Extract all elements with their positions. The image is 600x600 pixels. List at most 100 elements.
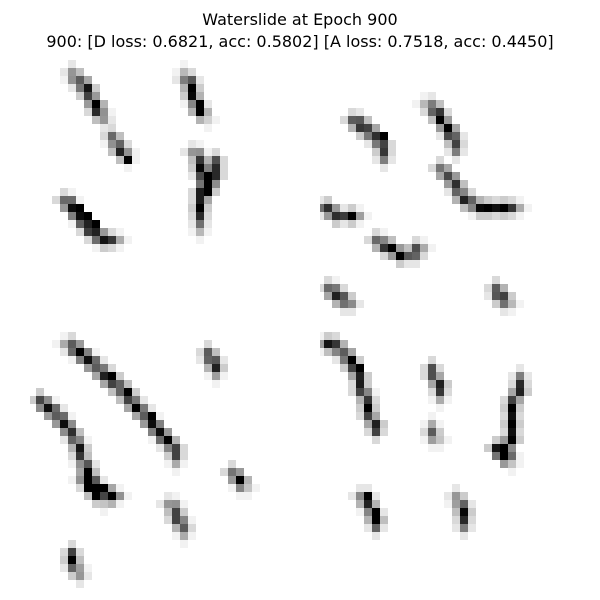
stroke-pixel xyxy=(348,108,356,116)
stroke-pixel xyxy=(220,468,228,476)
stroke-pixel xyxy=(76,564,84,572)
stroke-pixel xyxy=(204,116,212,124)
stroke-pixel xyxy=(516,452,524,460)
stroke-pixel xyxy=(380,140,388,148)
stroke-pixel xyxy=(372,148,380,156)
stroke-pixel xyxy=(204,212,212,220)
stroke-pixel xyxy=(92,220,100,228)
stroke-pixel xyxy=(84,76,92,84)
stroke-pixel xyxy=(372,412,380,420)
stroke-pixel xyxy=(108,116,116,124)
stroke-pixel xyxy=(364,404,372,412)
stroke-pixel xyxy=(68,60,76,68)
stroke-pixel xyxy=(92,92,100,100)
stroke-pixel xyxy=(500,196,508,204)
stroke-pixel xyxy=(76,476,84,484)
stroke-pixel xyxy=(236,492,244,500)
stroke-pixel xyxy=(436,388,444,396)
stroke-pixel xyxy=(516,388,524,396)
stroke-pixel xyxy=(76,556,84,564)
stroke-pixel xyxy=(212,116,220,124)
stroke-pixel xyxy=(396,252,404,260)
stroke-pixel xyxy=(356,500,364,508)
stroke-pixel xyxy=(188,516,196,524)
stroke-pixel xyxy=(484,204,492,212)
stroke-pixel xyxy=(180,516,188,524)
stroke-pixel xyxy=(52,412,60,420)
stroke-pixel xyxy=(108,124,116,132)
stroke-pixel xyxy=(500,460,508,468)
stroke-pixel xyxy=(204,204,212,212)
stroke-pixel xyxy=(212,356,220,364)
stroke-pixel xyxy=(372,516,380,524)
stroke-pixel xyxy=(68,548,76,556)
stroke-pixel xyxy=(180,68,188,76)
stroke-pixel xyxy=(508,468,516,476)
stroke-pixel xyxy=(84,92,92,100)
stroke-pixel xyxy=(172,76,180,84)
stroke-pixel xyxy=(356,356,364,364)
stroke-pixel xyxy=(340,308,348,316)
stroke-pixel xyxy=(68,68,76,76)
stroke-pixel xyxy=(404,260,412,268)
stroke-pixel xyxy=(116,148,124,156)
stroke-pixel xyxy=(356,212,364,220)
sample-panel-top-right xyxy=(320,60,600,330)
stroke-pixel xyxy=(356,372,364,380)
stroke-pixel xyxy=(68,348,76,356)
stroke-pixel xyxy=(500,204,508,212)
stroke-pixel xyxy=(76,452,84,460)
stroke-pixel xyxy=(76,92,84,100)
stroke-pixel xyxy=(428,420,436,428)
stroke-pixel xyxy=(236,468,244,476)
stroke-pixel xyxy=(372,156,380,164)
stroke-pixel xyxy=(196,172,204,180)
stroke-pixel xyxy=(348,300,356,308)
stroke-pixel xyxy=(228,484,236,492)
stroke-pixel xyxy=(436,436,444,444)
stroke-pixel xyxy=(188,196,196,204)
stroke-pixel xyxy=(444,116,452,124)
stroke-pixel xyxy=(132,156,140,164)
stroke-pixel xyxy=(124,388,132,396)
stroke-pixel xyxy=(140,420,148,428)
stroke-pixel xyxy=(484,444,492,452)
stroke-pixel xyxy=(180,532,188,540)
stroke-pixel xyxy=(196,236,204,244)
stroke-pixel xyxy=(92,116,100,124)
stroke-pixel xyxy=(460,180,468,188)
stroke-pixel xyxy=(172,460,180,468)
stroke-pixel xyxy=(68,452,76,460)
stroke-pixel xyxy=(252,484,260,492)
stroke-pixel xyxy=(348,364,356,372)
stroke-pixel xyxy=(356,124,364,132)
stroke-pixel xyxy=(172,524,180,532)
stroke-pixel xyxy=(364,428,372,436)
stroke-pixel xyxy=(204,196,212,204)
stroke-pixel xyxy=(500,444,508,452)
stroke-pixel xyxy=(444,388,452,396)
stroke-pixel xyxy=(388,236,396,244)
stroke-pixel xyxy=(452,180,460,188)
stroke-pixel xyxy=(524,388,532,396)
stroke-pixel xyxy=(228,476,236,484)
stroke-pixel xyxy=(180,444,188,452)
generated-image-top-right xyxy=(320,92,532,316)
stroke-pixel xyxy=(76,484,84,492)
stroke-pixel xyxy=(412,260,420,268)
stroke-pixel xyxy=(60,68,68,76)
stroke-pixel xyxy=(436,132,444,140)
stroke-pixel xyxy=(428,92,436,100)
stroke-pixel xyxy=(380,420,388,428)
stroke-pixel xyxy=(372,428,380,436)
stroke-pixel xyxy=(52,340,60,348)
stroke-pixel xyxy=(324,204,332,212)
stroke-pixel xyxy=(188,84,196,92)
stroke-pixel xyxy=(76,572,84,580)
stroke-pixel xyxy=(180,148,188,156)
figure-title: Waterslide at Epoch 900 xyxy=(202,10,398,29)
stroke-pixel xyxy=(428,380,436,388)
stroke-pixel xyxy=(76,436,84,444)
stroke-pixel xyxy=(212,164,220,172)
stroke-pixel xyxy=(444,492,452,500)
